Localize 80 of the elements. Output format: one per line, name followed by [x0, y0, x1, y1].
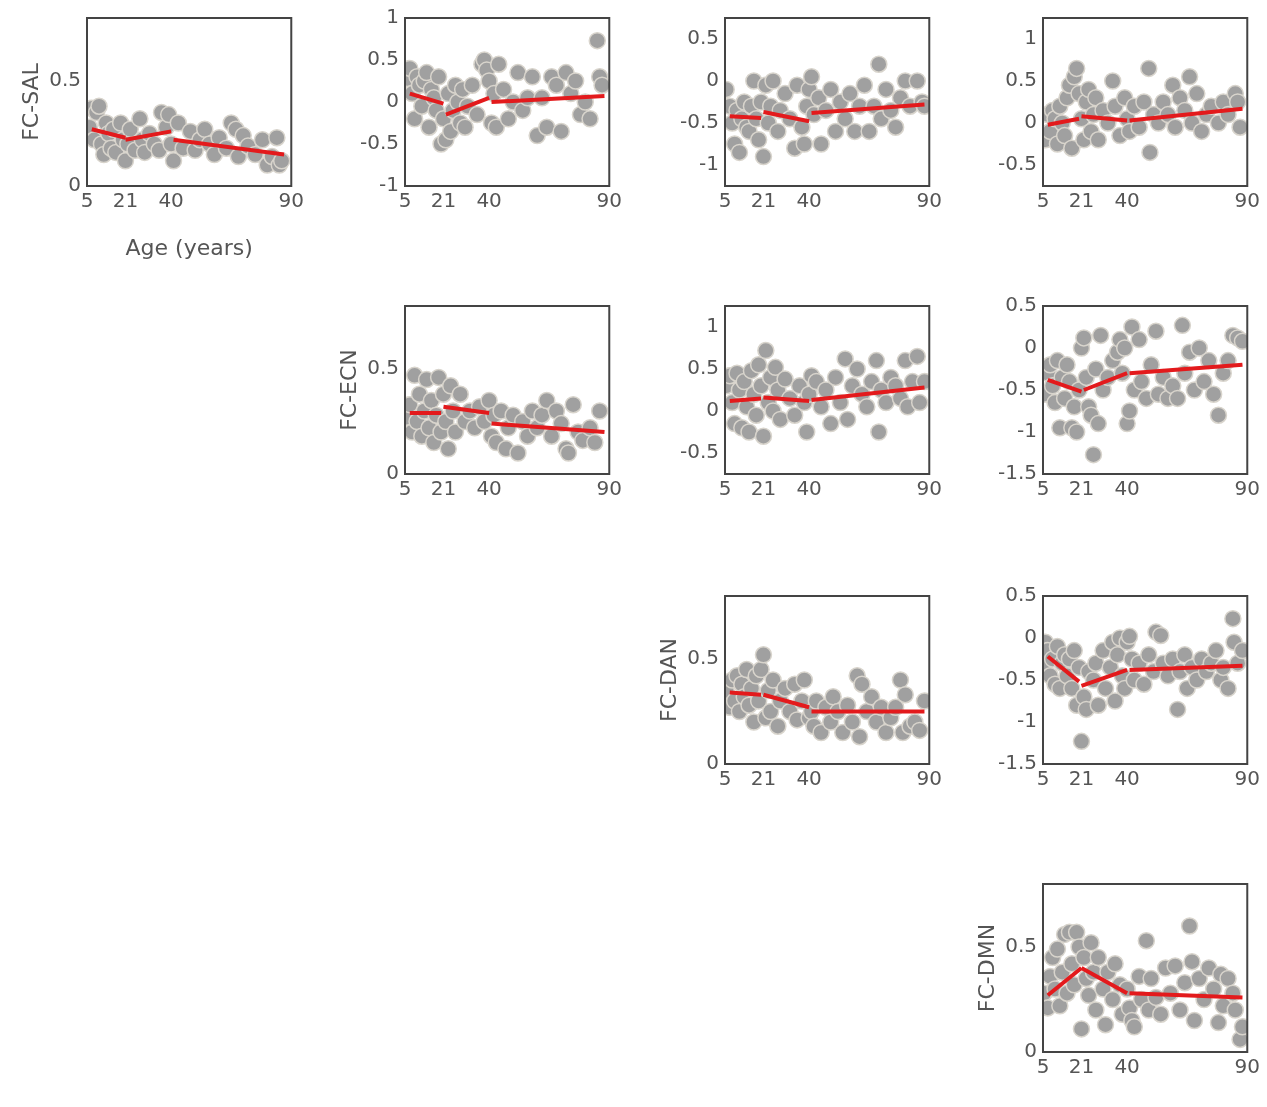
y-tick-label: 0.5	[687, 645, 719, 670]
y-tick-label: 0	[706, 67, 719, 92]
x-tick-label: 90	[278, 188, 304, 213]
x-tick-label: 21	[1068, 1054, 1095, 1079]
x-tick-label: 90	[596, 188, 622, 213]
y-tick-label: -0.5	[997, 666, 1037, 691]
y-tick-label: 0.5	[1005, 67, 1037, 92]
x-tick-label: 5	[398, 188, 412, 213]
x-tick-label: 40	[1114, 188, 1140, 213]
y-tick-label: -0.5	[997, 376, 1037, 401]
x-tick-label: 90	[1234, 188, 1260, 213]
x-tick-label: 5	[718, 188, 732, 213]
x-tick-label: 5	[1036, 476, 1050, 501]
y-tick-label: 0	[706, 397, 719, 422]
x-tick-label: 40	[796, 766, 822, 791]
y-axis-title: FC-SAL	[17, 62, 43, 141]
x-tick-label: 5	[80, 188, 94, 213]
y-tick-label: -0.5	[679, 109, 719, 134]
x-tick-label: 90	[1234, 1054, 1260, 1079]
x-tick-label: 40	[1114, 1054, 1140, 1079]
x-tick-label: 40	[158, 188, 184, 213]
x-tick-label: 21	[750, 188, 777, 213]
x-tick-label: 21	[1068, 766, 1095, 791]
x-tick-label: 21	[112, 188, 139, 213]
x-axis-title: Age (years)	[125, 234, 253, 260]
x-tick-label: 21	[430, 476, 457, 501]
x-tick-label: 5	[1036, 766, 1050, 791]
y-axis-title: FC-DAN	[655, 637, 681, 723]
y-axis-title: FC-ECN	[335, 349, 361, 431]
y-tick-label: -1	[1017, 418, 1037, 443]
y-tick-label: 0.5	[367, 46, 399, 71]
x-tick-label: 90	[916, 188, 942, 213]
x-tick-label: 21	[750, 766, 777, 791]
x-tick-label: 90	[596, 476, 622, 501]
y-tick-label: 0.5	[367, 355, 399, 380]
x-tick-label: 21	[430, 188, 457, 213]
x-tick-label: 5	[1036, 188, 1050, 213]
x-tick-label: 90	[1234, 766, 1260, 791]
y-tick-label: -0.5	[679, 439, 719, 464]
y-tick-label: 0	[1024, 334, 1037, 359]
y-tick-label: 0	[68, 172, 81, 197]
y-tick-label: 0	[1024, 624, 1037, 649]
x-tick-label: 21	[1068, 476, 1095, 501]
y-tick-label: 0	[1024, 1038, 1037, 1063]
y-tick-label: -0.5	[359, 130, 399, 155]
x-tick-label: 21	[1068, 188, 1095, 213]
x-tick-label: 40	[1114, 766, 1140, 791]
x-tick-label: 5	[718, 766, 732, 791]
y-tick-label: -1	[379, 172, 399, 197]
x-tick-label: 40	[476, 188, 502, 213]
y-tick-label: -1	[1017, 708, 1037, 733]
y-tick-label: 0.5	[1005, 292, 1037, 317]
x-tick-label: 90	[1234, 476, 1260, 501]
y-tick-label: 0.5	[687, 25, 719, 50]
x-tick-label: 40	[796, 188, 822, 213]
y-tick-label: 0	[706, 750, 719, 775]
x-tick-label: 5	[1036, 1054, 1050, 1079]
y-tick-label: 0	[386, 88, 399, 113]
y-tick-label: -1.5	[997, 750, 1037, 775]
y-tick-label: 0	[386, 460, 399, 485]
y-tick-label: 0.5	[49, 67, 81, 92]
y-tick-label: 0.5	[1005, 933, 1037, 958]
y-tick-label: 0.5	[1005, 582, 1037, 607]
x-tick-label: 40	[1114, 476, 1140, 501]
y-tick-label: -1	[699, 151, 719, 176]
y-tick-label: 1	[706, 313, 719, 338]
y-tick-label: 0	[1024, 109, 1037, 134]
y-tick-label: -1.5	[997, 460, 1037, 485]
y-tick-label: 1	[1024, 25, 1037, 50]
x-tick-label: 5	[398, 476, 412, 501]
x-tick-label: 90	[916, 476, 942, 501]
y-tick-label: 0.5	[687, 355, 719, 380]
x-tick-label: 40	[476, 476, 502, 501]
x-tick-label: 90	[916, 766, 942, 791]
y-tick-label: -0.5	[997, 151, 1037, 176]
y-axis-title: FC-DMN	[973, 923, 999, 1013]
y-tick-label: 1	[386, 4, 399, 29]
x-tick-label: 40	[796, 476, 822, 501]
x-tick-label: 5	[718, 476, 732, 501]
x-tick-label: 21	[750, 476, 777, 501]
